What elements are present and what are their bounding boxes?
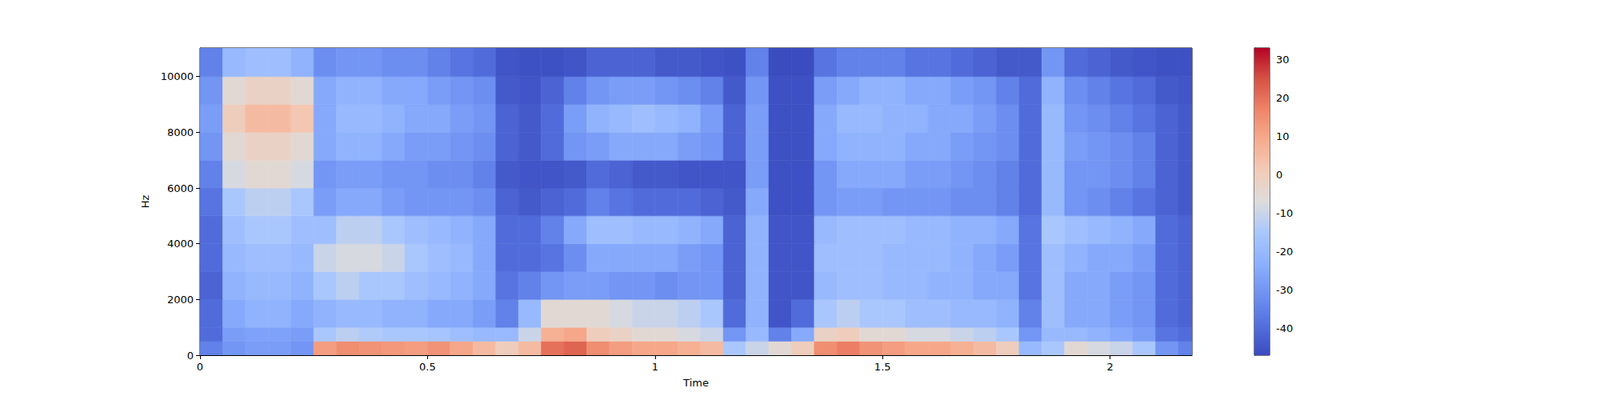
svg-text:20: 20 bbox=[1276, 92, 1290, 104]
svg-text:2: 2 bbox=[1106, 360, 1113, 373]
svg-text:0: 0 bbox=[187, 349, 194, 362]
svg-text:4000: 4000 bbox=[167, 237, 194, 250]
svg-text:-10: -10 bbox=[1276, 207, 1293, 220]
svg-text:10: 10 bbox=[1276, 130, 1290, 143]
svg-text:Time: Time bbox=[682, 376, 709, 389]
svg-text:8000: 8000 bbox=[167, 126, 194, 139]
svg-text:0: 0 bbox=[196, 360, 204, 373]
svg-text:0.5: 0.5 bbox=[419, 360, 436, 373]
svg-text:-40: -40 bbox=[1276, 322, 1293, 335]
svg-text:-20: -20 bbox=[1276, 245, 1293, 258]
svg-text:1: 1 bbox=[652, 360, 659, 373]
svg-text:2000: 2000 bbox=[167, 293, 194, 306]
svg-text:0: 0 bbox=[1276, 168, 1283, 181]
svg-text:30: 30 bbox=[1276, 53, 1290, 66]
svg-text:10000: 10000 bbox=[160, 70, 194, 83]
svg-text:-30: -30 bbox=[1276, 284, 1293, 296]
svg-text:6000: 6000 bbox=[167, 182, 194, 195]
svg-text:Hz: Hz bbox=[139, 195, 152, 209]
svg-text:1.5: 1.5 bbox=[874, 360, 892, 373]
